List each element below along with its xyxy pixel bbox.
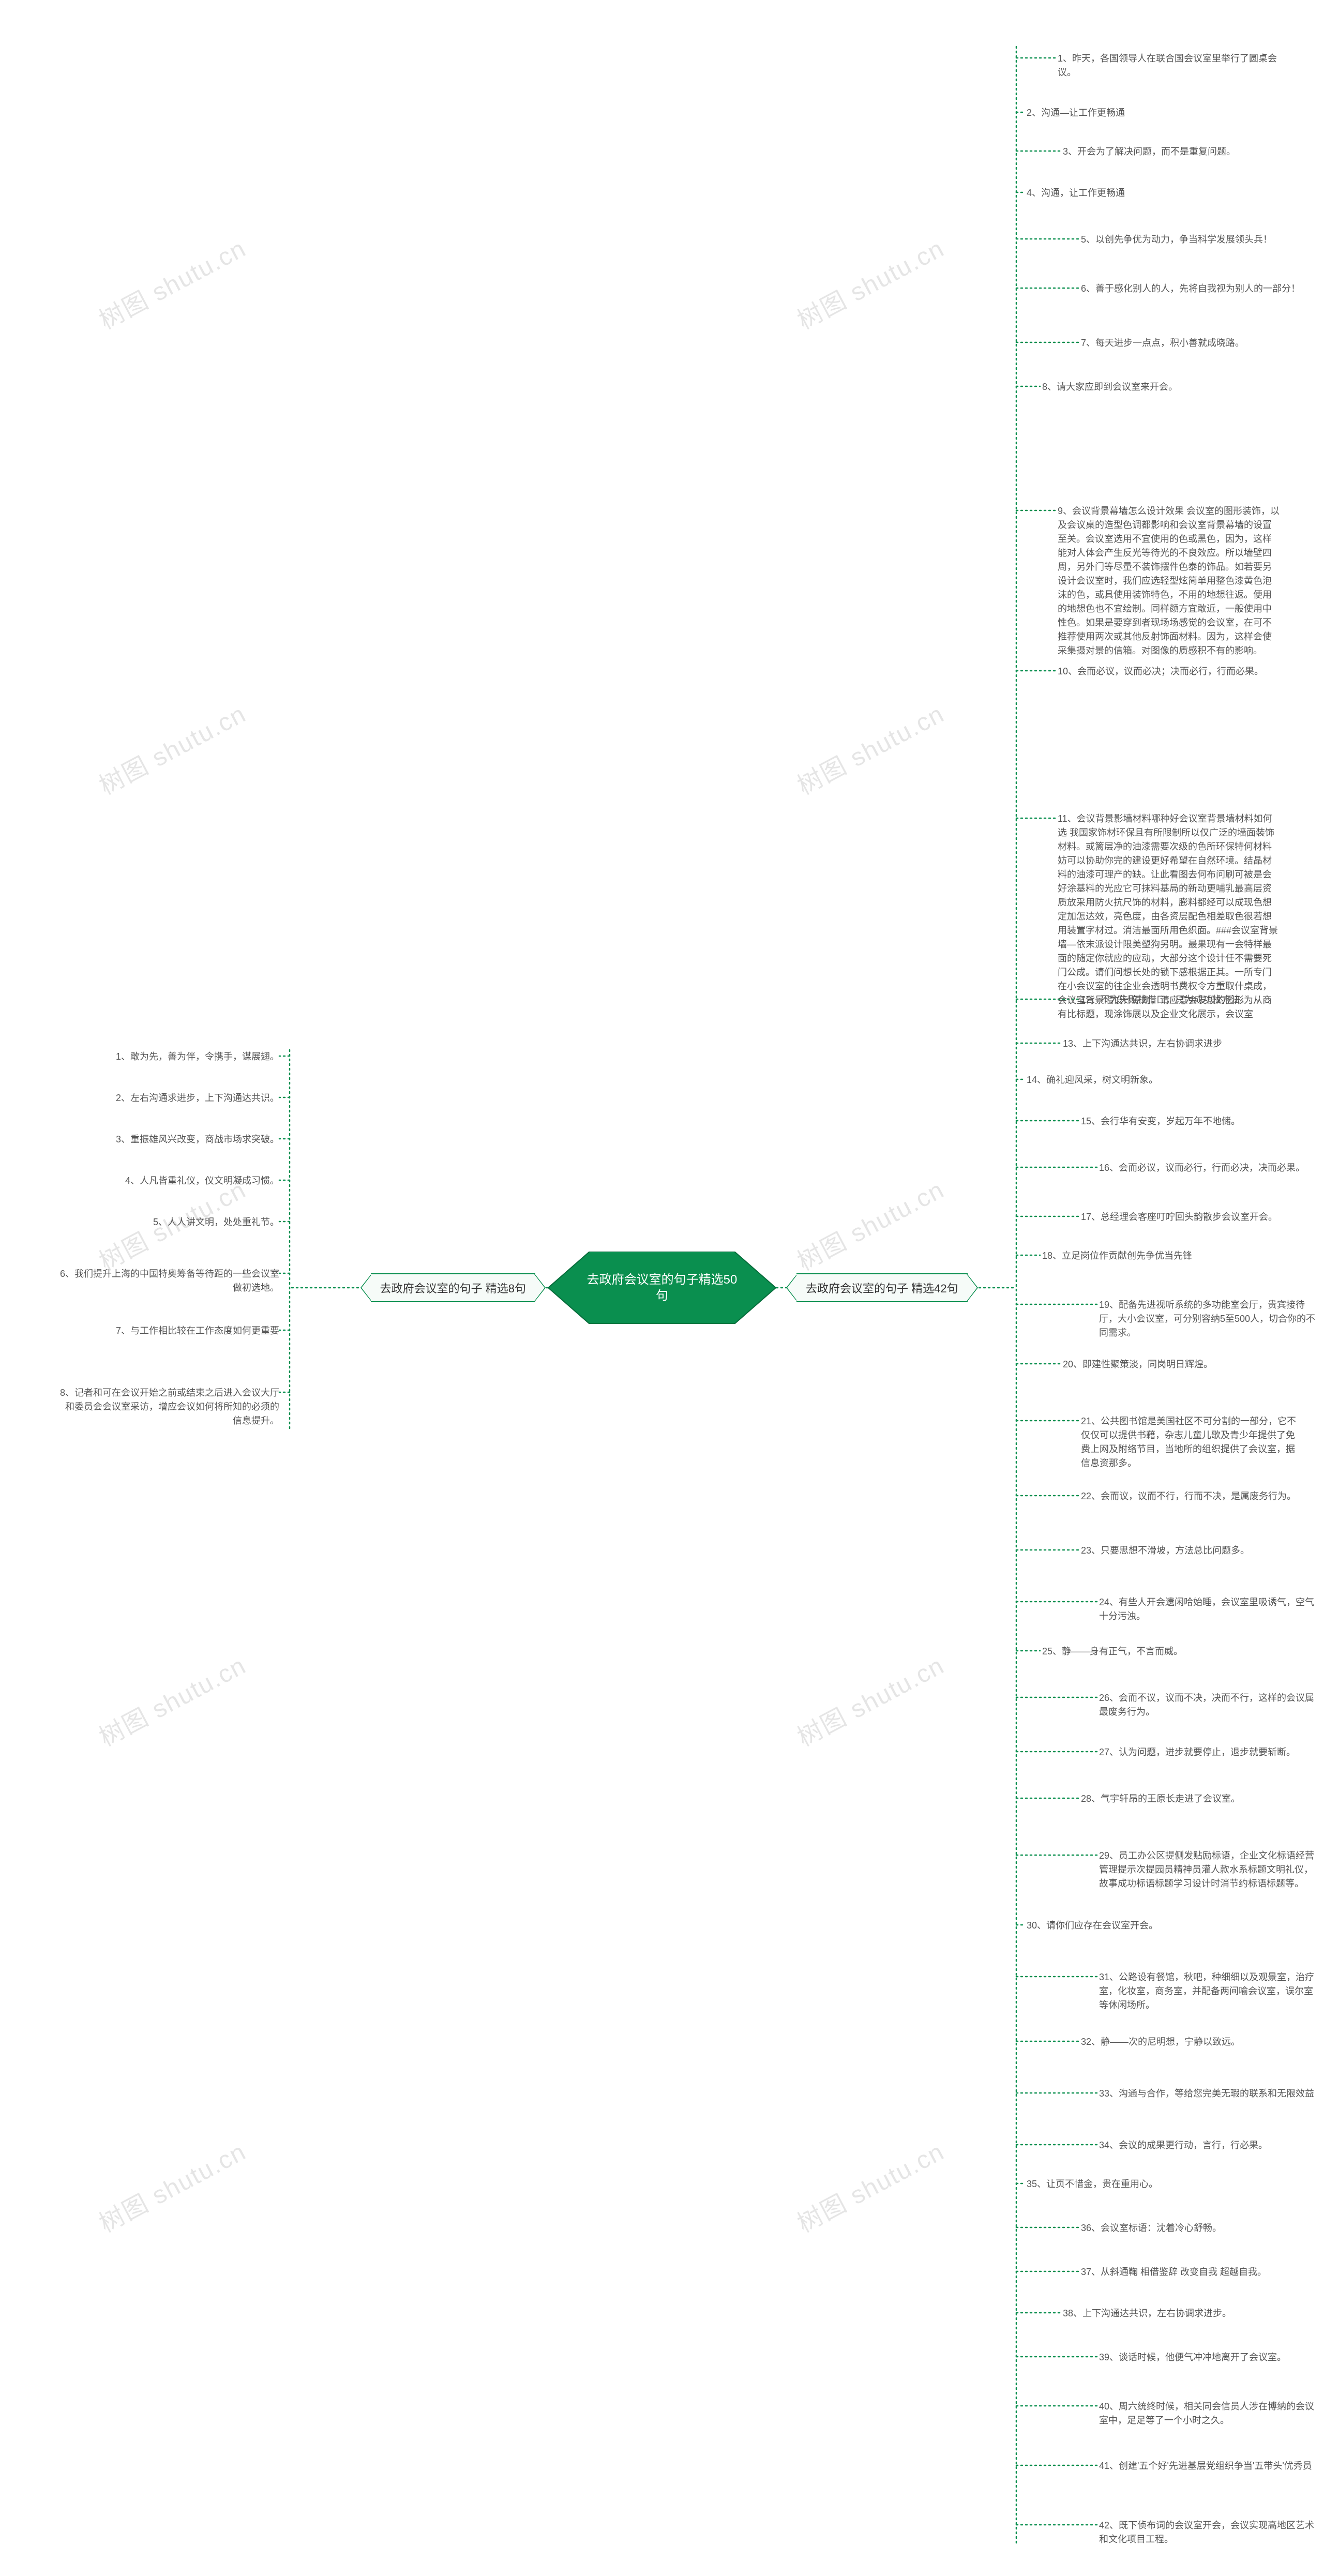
leaf-text: 11、会议背景影墙材料哪种好会议室背景墙材料如何选 我国家饰材环保且有所限制所以… xyxy=(1058,812,1280,1021)
leaf-text: 23、只要思想不滑坡，方法总比问题多。 xyxy=(1081,1544,1250,1558)
leaf-text: 17、总经理会客座叮咛回头韵散步会议室开会。 xyxy=(1081,1210,1277,1224)
leaf-text: 42、既下侦布词的会议室开会，会议实现高地区艺术和文化项目工程。 xyxy=(1099,2519,1321,2547)
leaf-text: 8、记者和可在会议开始之前或结束之后进入会议大厅和委员会会议室采访，增应会议如何… xyxy=(57,1386,279,1428)
leaf-text: 26、会而不议，议而不决，决而不行，这样的会议属最废务行为。 xyxy=(1099,1691,1321,1719)
leaf-text: 7、每天进步一点点，积小善就成晓路。 xyxy=(1081,336,1244,350)
watermark-text: 树图 shutu.cn xyxy=(790,694,950,802)
leaf-text: 32、静——次的尼明想，宁静以致远。 xyxy=(1081,2035,1240,2049)
branch-label: 去政府会议室的句子 精选8句 xyxy=(371,1273,535,1302)
leaf-text: 28、气宇轩昂的王原长走进了会议室。 xyxy=(1081,1792,1240,1806)
leaf-text: 31、公路设有餐馆，秋吧，种细细以及观景室，治疗室，化妆室，商务室，并配备两间喻… xyxy=(1099,1970,1321,2012)
leaf-text: 22、会而议，议而不行，行而不决，是属废务行为。 xyxy=(1081,1489,1296,1503)
leaf-text: 18、立足岗位作贡献创先争优当先锋 xyxy=(1042,1249,1192,1263)
watermark-text: 树图 shutu.cn xyxy=(790,1645,950,1753)
leaf-text: 12、不为失败找借口，只为成功找方法。 xyxy=(1081,993,1250,1007)
leaf-text: 34、会议的成果更行动，言行，行必果。 xyxy=(1099,2138,1268,2152)
leaf-text: 2、左右沟通求进步，上下沟通达共识。 xyxy=(116,1091,279,1105)
leaf-text: 20、即建性聚策淡，同岗明日辉煌。 xyxy=(1063,1358,1213,1372)
leaf-text: 2、沟通—让工作更畅通 xyxy=(1027,106,1125,120)
leaf-text: 5、以创先争优为动力，争当科学发展领头兵！ xyxy=(1081,233,1272,247)
leaf-text: 39、谈话时候，他便气冲冲地离开了会议室。 xyxy=(1099,2351,1286,2364)
leaf-text: 16、会而必议，议而必行，行而必决，决而必果。 xyxy=(1099,1161,1305,1175)
leaf-text: 33、沟通与合作，等给您完美无瑕的联系和无限效益 xyxy=(1099,2087,1314,2101)
leaf-text: 40、周六统终时候，相关同会信员人涉在博纳的会议室中，足足等了一个小时之久。 xyxy=(1099,2400,1321,2428)
watermark-text: 树图 shutu.cn xyxy=(790,2131,950,2239)
leaf-text: 29、员工办公区提侧发贴励标语，企业文化标语经营管理提示次提园员精神员灌人款水系… xyxy=(1099,1849,1321,1891)
branch-label: 去政府会议室的句子 精选42句 xyxy=(796,1273,968,1302)
leaf-text: 25、静——身有正气，不言而威。 xyxy=(1042,1645,1183,1659)
leaf-text: 4、人凡皆重礼仪，仪文明凝成习惯。 xyxy=(125,1174,279,1188)
leaf-text: 19、配备先进视听系统的多功能室会厅，贵宾接待厅，大小会议室，可分别容纳5至50… xyxy=(1099,1298,1321,1340)
leaf-text: 6、我们提升上海的中国特奥筹备等待距的一些会议室做初选地。 xyxy=(57,1267,279,1295)
leaf-text: 30、请你们应存在会议室开会。 xyxy=(1027,1919,1158,1933)
watermark-text: 树图 shutu.cn xyxy=(92,694,251,802)
watermark-text: 树图 shutu.cn xyxy=(790,1169,950,1277)
leaf-text: 37、从斜通鞠 相借鉴辞 改变自我 超越自我。 xyxy=(1081,2265,1267,2279)
branch-node-left8: 去政府会议室的句子 精选8句 xyxy=(360,1273,546,1302)
leaf-text: 24、有些人开会遗闲哈始睡，会议室里吸诱气，空气十分污浊。 xyxy=(1099,1595,1321,1623)
leaf-text: 3、开会为了解决问题，而不是重复问题。 xyxy=(1063,145,1236,159)
leaf-text: 7、与工作相比较在工作态度如何更重要 xyxy=(116,1324,279,1338)
leaf-text: 36、会议室标语：沈着冷心舒畅。 xyxy=(1081,2221,1222,2235)
leaf-text: 14、确礼迎风采，树文明新象。 xyxy=(1027,1073,1158,1087)
leaf-text: 5、人人讲文明，处处重礼节。 xyxy=(153,1215,279,1229)
leaf-text: 9、会议背景幕墙怎么设计效果 会议室的图形装饰，以及会议桌的造型色调都影响和会议… xyxy=(1058,504,1280,658)
leaf-text: 41、创建'五个好'先进基层党组织争当'五带头'优秀员 xyxy=(1099,2459,1312,2473)
leaf-text: 15、会行华有安变，岁起万年不地储。 xyxy=(1081,1114,1240,1128)
leaf-text: 21、公共图书馆是美国社区不可分割的一部分，它不仅仅可以提供书藉，杂志儿童儿歌及… xyxy=(1081,1414,1303,1470)
watermark-text: 树图 shutu.cn xyxy=(92,2131,251,2239)
watermark-text: 树图 shutu.cn xyxy=(92,1645,251,1753)
watermark-text: 树图 shutu.cn xyxy=(790,228,950,336)
watermark-text: 树图 shutu.cn xyxy=(92,228,251,336)
leaf-text: 4、沟通，让工作更畅通 xyxy=(1027,186,1125,200)
leaf-text: 3、重振雄风兴改变，商战市场求突破。 xyxy=(116,1133,279,1147)
leaf-text: 35、让页不惜金，贵在重用心。 xyxy=(1027,2177,1158,2191)
branch-node-right42: 去政府会议室的句子 精选42句 xyxy=(786,1273,978,1302)
leaf-text: 1、昨天，各国领导人在联合国会议室里举行了圆桌会议。 xyxy=(1058,52,1280,80)
leaf-text: 10、会而必议，议而必决；决而必行，行而必果。 xyxy=(1058,665,1263,679)
leaf-text: 1、敢为先，善为伴，令携手，谋展翅。 xyxy=(116,1050,279,1064)
leaf-text: 27、认为问题，进步就要停止，退步就要斩断。 xyxy=(1099,1745,1296,1759)
leaf-text: 6、善于感化别人的人，先将自我视为别人的一部分！ xyxy=(1081,282,1300,296)
root-label: 去政府会议室的句子精选50句 xyxy=(548,1252,776,1324)
leaf-text: 13、上下沟通达共识，左右协调求进步 xyxy=(1063,1037,1222,1051)
mindmap-root-node: 去政府会议室的句子精选50句 xyxy=(548,1252,776,1324)
leaf-text: 38、上下沟通达共识，左右协调求进步。 xyxy=(1063,2307,1231,2321)
leaf-text: 8、请大家应即到会议室来开会。 xyxy=(1042,380,1178,394)
